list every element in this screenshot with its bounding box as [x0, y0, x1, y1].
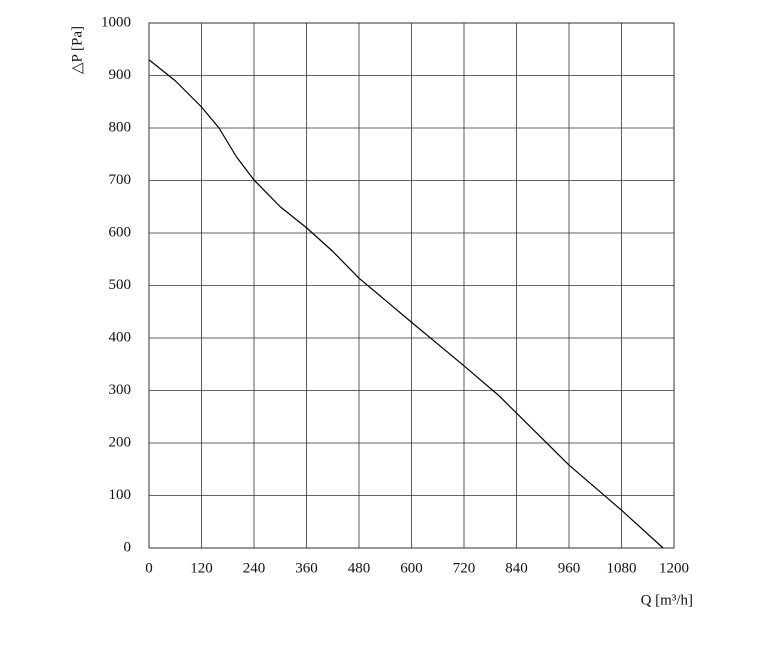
y-tick-label: 600: [109, 224, 132, 240]
y-tick-label: 800: [109, 119, 132, 135]
x-tick-label: 360: [295, 560, 318, 576]
x-axis-title: Q [m³/h]: [641, 592, 693, 608]
curve: [148, 59, 664, 549]
y-tick-label: 300: [109, 382, 132, 398]
y-tick-label: 0: [124, 539, 132, 555]
x-tick-label: 1200: [659, 560, 689, 576]
x-tick-label: 840: [505, 560, 528, 576]
y-tick-label: 400: [109, 329, 132, 345]
y-tick-label: 100: [109, 487, 132, 503]
y-tick-label: 200: [109, 434, 132, 450]
x-tick-label: 120: [190, 560, 213, 576]
x-tick-label: 720: [453, 560, 476, 576]
y-tick-label: 700: [109, 172, 132, 188]
y-axis-title: △P [Pa]: [69, 26, 85, 74]
x-tick-label: 480: [348, 560, 371, 576]
y-tick-label: 1000: [101, 14, 131, 30]
x-tick-label: 1080: [607, 560, 637, 576]
x-tick-label: 960: [558, 560, 581, 576]
x-tick-label: 0: [145, 560, 153, 576]
y-tick-label: 900: [109, 67, 132, 83]
x-tick-label: 240: [243, 560, 266, 576]
x-tick-label: 600: [400, 560, 423, 576]
y-tick-label: 500: [109, 277, 132, 293]
